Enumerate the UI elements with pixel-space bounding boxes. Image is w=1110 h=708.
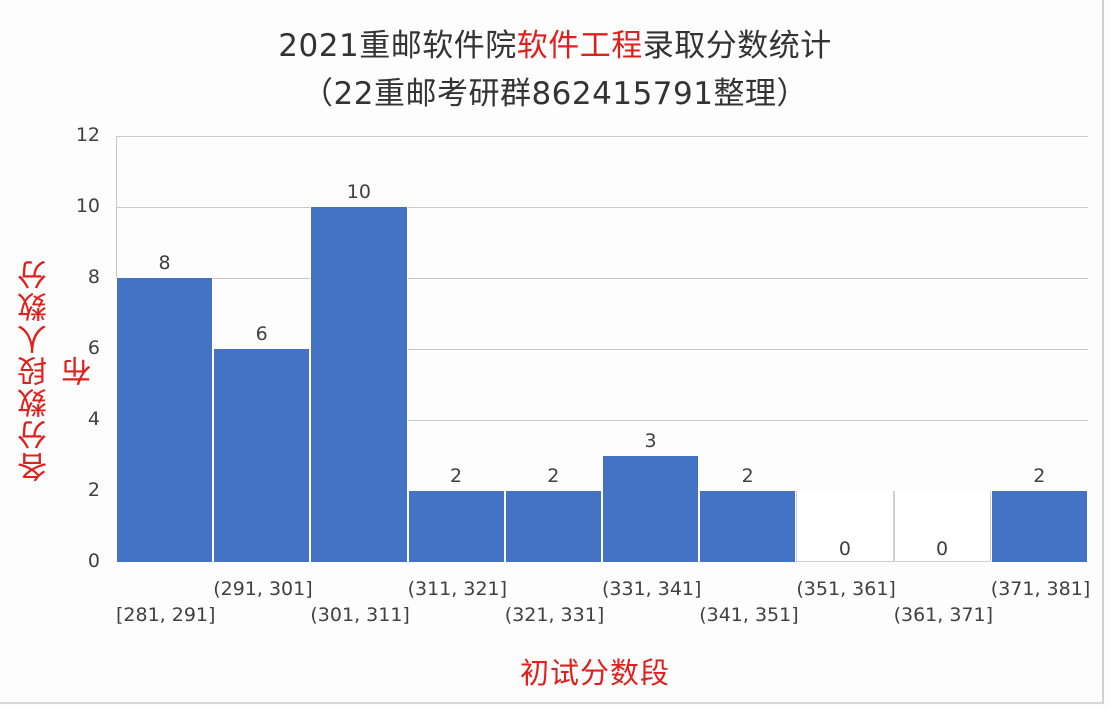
gridline	[116, 420, 1088, 421]
x-tick-label: (351, 361]	[796, 578, 896, 600]
data-label: 0	[838, 538, 851, 560]
title-prefix: 2021重邮软件院	[278, 28, 517, 64]
histogram-bar	[504, 491, 602, 562]
histogram-bar	[602, 455, 700, 562]
histogram-bar	[699, 491, 797, 562]
data-label: 2	[1033, 465, 1046, 487]
y-tick-label: 8	[87, 266, 100, 288]
histogram-bar	[213, 349, 311, 562]
title-suffix: 录取分数统计	[642, 28, 832, 64]
gridline	[116, 349, 1088, 350]
data-label: 2	[741, 465, 754, 487]
x-tick-label: (361, 371]	[893, 604, 994, 626]
data-label: 0	[936, 538, 949, 560]
histogram-bar	[893, 491, 991, 562]
data-label: 10	[346, 181, 371, 203]
gridline	[116, 136, 1088, 137]
x-tick-label: (311, 321]	[407, 578, 508, 600]
y-tick-label: 12	[75, 124, 100, 146]
y-tick-label: 10	[75, 195, 100, 217]
histogram-bar	[796, 491, 894, 562]
data-label: 2	[450, 465, 463, 487]
y-axis-label: 各分数段人数分布	[18, 258, 97, 482]
x-tick-label: (291, 301]	[213, 578, 313, 600]
x-tick-label: (371, 381]	[990, 578, 1091, 600]
data-label: 2	[547, 465, 560, 487]
data-label: 3	[644, 429, 657, 452]
data-label: 6	[255, 323, 268, 345]
x-tick-label: [281, 291]	[116, 604, 216, 626]
histogram-bar	[407, 491, 505, 562]
plot-area: 0 2 4 6 8 10 12 8 [281, 291] 6 (291, 301] 10 (301, 3…	[76, 124, 1090, 626]
histogram-bar	[116, 278, 214, 562]
x-tick-label: (301, 311]	[310, 604, 410, 626]
histogram-bar	[990, 491, 1088, 562]
y-tick-label: 2	[87, 479, 100, 501]
x-axis-label: 初试分数段	[520, 656, 671, 690]
title-highlight: 软件工程	[516, 28, 643, 64]
histogram-bar	[310, 207, 408, 562]
x-tick-label: (341, 351]	[699, 604, 799, 626]
y-tick-label: 0	[87, 550, 100, 572]
gridline	[116, 278, 1088, 279]
gridline	[116, 207, 1088, 208]
chart-title-line1: 2021重邮软件院软件工程录取分数统计	[0, 20, 1110, 65]
data-label: 8	[158, 252, 171, 274]
chart-title-line2: （22重邮考研群862415791整理）	[302, 76, 808, 112]
x-tick-label: (331, 341]	[602, 578, 702, 600]
y-tick-label: 6	[87, 337, 100, 359]
x-tick-label: (321, 331]	[504, 604, 605, 626]
y-tick-label: 4	[87, 408, 100, 430]
